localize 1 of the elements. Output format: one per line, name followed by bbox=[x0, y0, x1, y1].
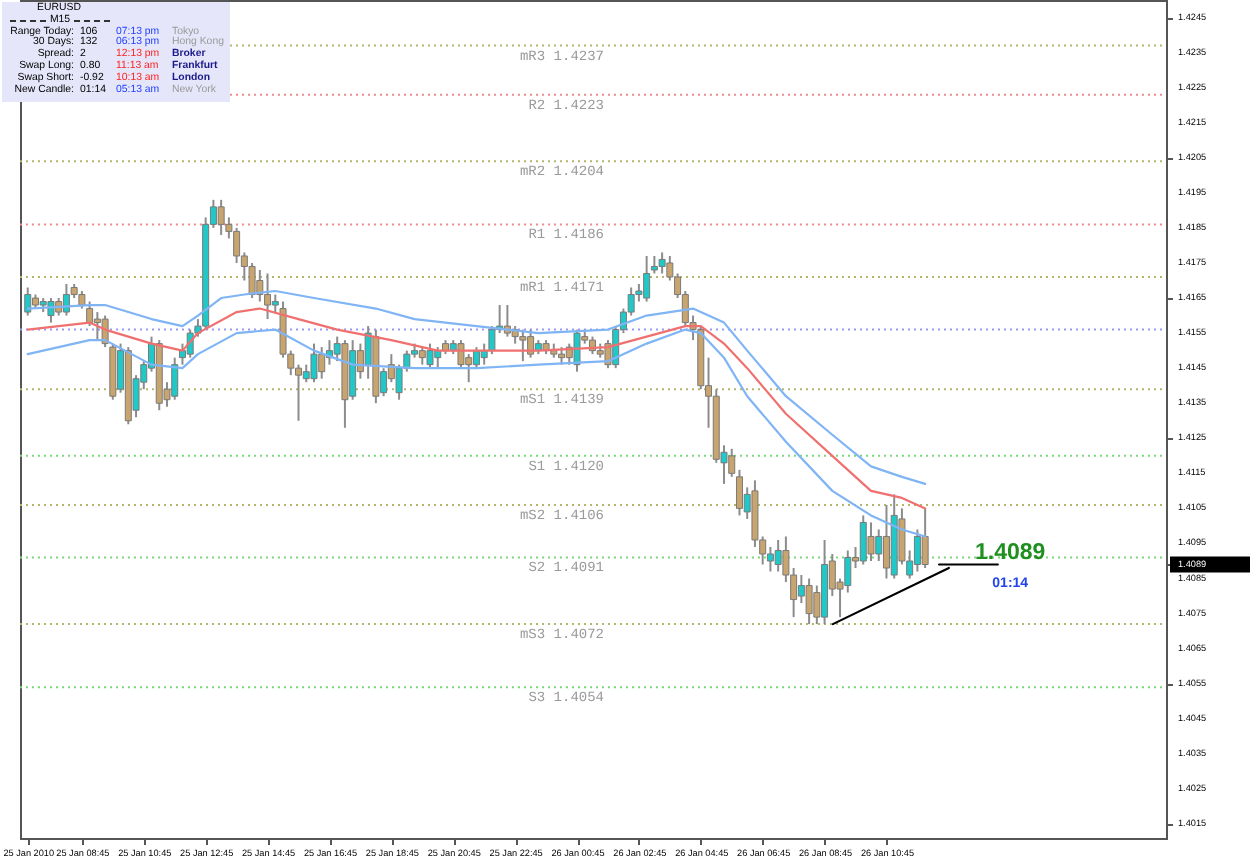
annotation: 1.4089 bbox=[975, 540, 1046, 565]
